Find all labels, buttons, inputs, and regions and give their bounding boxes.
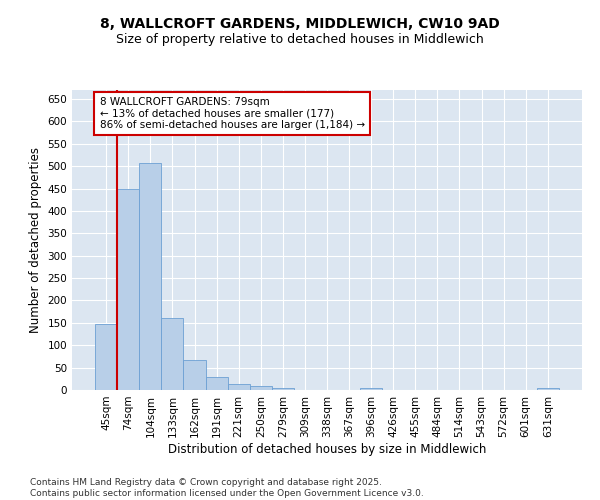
- Text: Contains HM Land Registry data © Crown copyright and database right 2025.
Contai: Contains HM Land Registry data © Crown c…: [30, 478, 424, 498]
- Bar: [537, 388, 559, 390]
- Bar: [206, 376, 227, 390]
- Bar: [161, 318, 184, 390]
- Bar: [272, 388, 294, 390]
- X-axis label: Distribution of detached houses by size in Middlewich: Distribution of detached houses by size …: [168, 442, 486, 456]
- Bar: [250, 386, 272, 390]
- Text: 8 WALLCROFT GARDENS: 79sqm
← 13% of detached houses are smaller (177)
86% of sem: 8 WALLCROFT GARDENS: 79sqm ← 13% of deta…: [100, 96, 365, 130]
- Bar: [95, 324, 117, 390]
- Bar: [184, 360, 206, 390]
- Bar: [139, 162, 161, 390]
- Y-axis label: Number of detached properties: Number of detached properties: [29, 147, 42, 333]
- Bar: [360, 388, 382, 390]
- Text: 8, WALLCROFT GARDENS, MIDDLEWICH, CW10 9AD: 8, WALLCROFT GARDENS, MIDDLEWICH, CW10 9…: [100, 18, 500, 32]
- Bar: [227, 384, 250, 390]
- Text: Size of property relative to detached houses in Middlewich: Size of property relative to detached ho…: [116, 32, 484, 46]
- Bar: [117, 188, 139, 390]
